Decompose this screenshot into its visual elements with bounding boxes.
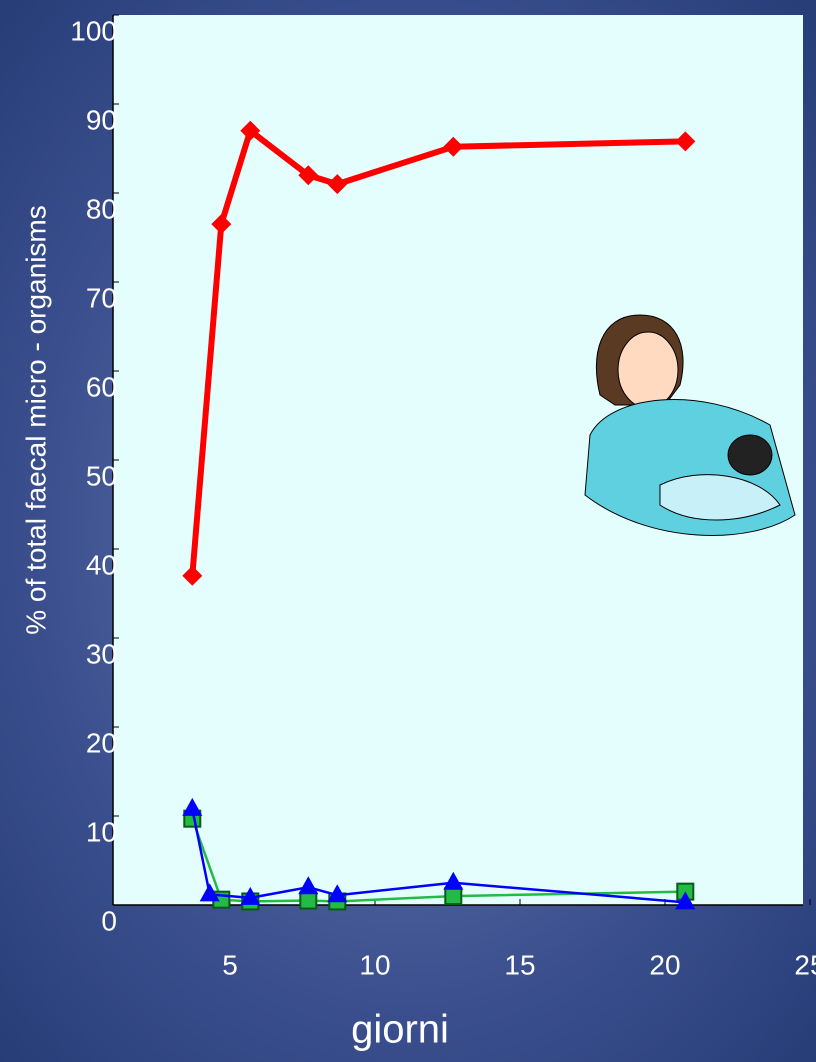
illustration	[584, 314, 796, 536]
y-axis-label: % of total faecal micro - organisms	[20, 205, 51, 635]
y-tick-label: 80	[86, 193, 117, 224]
x-tick-label: 15	[504, 949, 535, 980]
point	[443, 136, 464, 157]
point	[298, 165, 319, 186]
x-axis-label: giorni	[351, 1008, 449, 1052]
point	[299, 891, 318, 910]
point	[443, 871, 464, 890]
y-tick-label: 40	[86, 549, 117, 580]
point	[444, 887, 463, 906]
point	[675, 891, 696, 910]
x-tick-label: 20	[649, 949, 680, 980]
point	[675, 131, 696, 152]
y-tick-label: 70	[86, 282, 117, 313]
point	[199, 883, 220, 902]
y-tick-label: 60	[86, 371, 117, 402]
x-tick-label: 5	[222, 949, 238, 980]
y-tick-label: 100	[70, 15, 117, 46]
y-tick-label: 30	[86, 638, 117, 669]
y-tick-label: 90	[86, 104, 117, 135]
point	[182, 565, 203, 586]
point	[240, 120, 261, 141]
point	[298, 876, 319, 895]
x-tick-label: 10	[359, 949, 390, 980]
point	[240, 886, 261, 905]
point	[327, 884, 348, 903]
y-tick-label: 0	[101, 905, 117, 936]
y-tick-label: 20	[86, 727, 117, 758]
y-tick-label: 10	[86, 816, 117, 847]
y-tick-label: 50	[86, 460, 117, 491]
x-tick-label: 25	[794, 949, 816, 980]
point	[182, 797, 203, 816]
point	[327, 174, 348, 195]
point	[211, 214, 232, 235]
